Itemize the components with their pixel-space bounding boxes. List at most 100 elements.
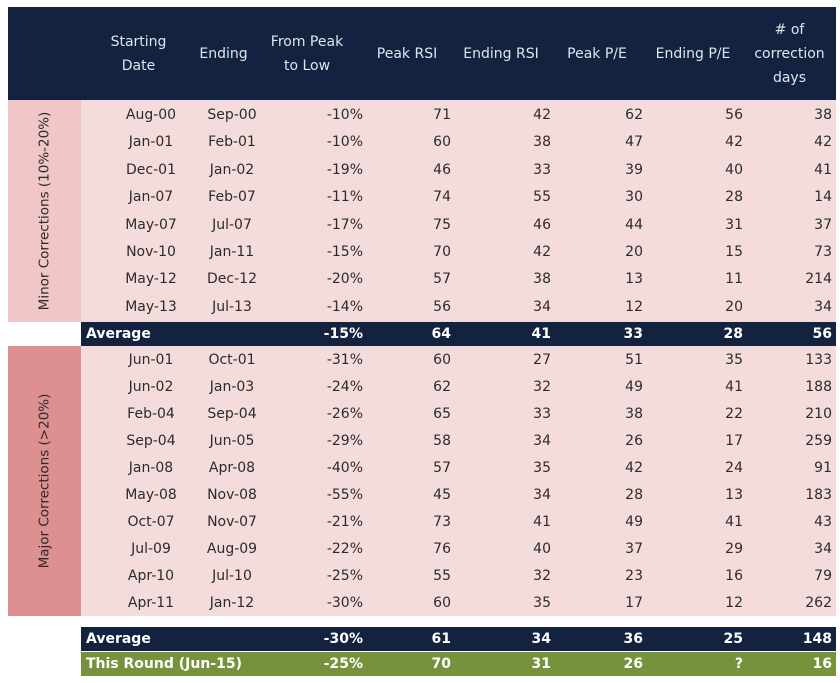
cell-ending-pe: 13 — [725, 487, 743, 503]
cell-starting-date: Jun-01 — [128, 352, 174, 368]
cell-peak-rsi: 60 — [433, 134, 451, 151]
cell-starting-date: Jan-01 — [128, 134, 174, 151]
cell-drop: -14% — [326, 298, 363, 315]
cell-ending-pe: 35 — [725, 352, 743, 368]
cell-starting-date: May-13 — [125, 298, 177, 315]
cell-correction-days: 133 — [805, 352, 832, 368]
cell-correction-days: 34 — [814, 298, 832, 315]
table-row: Nov-10 Jan-11 -15% 70 42 20 15 73 — [81, 240, 836, 264]
cell-ending-date: Feb-07 — [208, 189, 256, 206]
cell-correction-days: 37 — [814, 216, 832, 233]
cell-ending-rsi: 35 — [533, 595, 551, 611]
cell-ending-date: Jan-11 — [209, 244, 255, 260]
cell-starting-date: Jun-02 — [128, 379, 174, 395]
cell-drop: -19% — [326, 161, 363, 178]
table-row: Dec-01 Jan-02 -19% 46 33 39 40 41 — [81, 158, 836, 182]
cell-correction-days: 214 — [805, 271, 832, 288]
average-label: Average — [86, 631, 151, 647]
cell-ending-rsi: 55 — [533, 189, 551, 206]
cell-correction-days: 79 — [814, 568, 832, 584]
cell-drop: -30% — [326, 595, 363, 611]
table-row: Jul-09 Aug-09 -22% 76 40 37 29 34 — [81, 537, 836, 561]
cell-peak-rsi: 76 — [433, 541, 451, 557]
cell-correction-days: 148 — [802, 631, 832, 647]
cell-ending-date: Jun-05 — [209, 433, 255, 449]
cell-ending-rsi: 40 — [533, 541, 551, 557]
cell-ending-pe: 11 — [725, 271, 743, 288]
cell-ending-pe: 41 — [725, 514, 743, 530]
minor-corrections-band: Minor Corrections (10%-20%) — [8, 100, 81, 322]
cell-peak-rsi: 45 — [433, 487, 451, 503]
cell-peak-rsi: 75 — [433, 216, 451, 233]
cell-peak-rsi: 61 — [431, 631, 451, 647]
minor-corrections-label: Minor Corrections (10%-20%) — [36, 111, 53, 311]
table-row: Oct-07 Nov-07 -21% 73 41 49 41 43 — [81, 510, 836, 534]
cell-correction-days: 34 — [814, 541, 832, 557]
cell-ending-pe: 40 — [725, 161, 743, 178]
cell-starting-date: Jan-08 — [128, 460, 174, 476]
cell-ending-rsi: 42 — [533, 244, 551, 260]
cell-ending-pe: 28 — [723, 326, 743, 342]
cell-ending-pe: 16 — [725, 568, 743, 584]
major-corrections-label: Major Corrections (>20%) — [36, 393, 53, 569]
cell-peak-rsi: 56 — [433, 298, 451, 315]
cell-ending-date: Sep-00 — [207, 107, 257, 123]
cell-ending-rsi: 46 — [533, 216, 551, 233]
table-row: Jan-08 Apr-08 -40% 57 35 42 24 91 — [81, 456, 836, 480]
cell-correction-days: 14 — [814, 189, 832, 206]
cell-peak-rsi: 64 — [431, 326, 451, 342]
cell-ending-date: Dec-12 — [207, 271, 257, 288]
cell-ending-pe: 41 — [725, 379, 743, 395]
table-row: Jan-01 Feb-01 -10% 60 38 47 42 42 — [81, 130, 836, 154]
cell-starting-date: May-08 — [125, 487, 177, 503]
cell-ending-rsi: 27 — [533, 352, 551, 368]
cell-ending-rsi: 34 — [531, 631, 551, 647]
cell-peak-rsi: 70 — [433, 244, 451, 260]
cell-peak-rsi: 74 — [433, 189, 451, 206]
cell-peak-rsi: 60 — [433, 595, 451, 611]
table-row: Jun-01 Oct-01 -31% 60 27 51 35 133 — [81, 348, 836, 372]
cell-peak-rsi: 60 — [433, 352, 451, 368]
cell-peak-pe: 49 — [625, 379, 643, 395]
cell-correction-days: 91 — [814, 460, 832, 476]
cell-ending-pe: 17 — [725, 433, 743, 449]
cell-ending-rsi: 42 — [533, 107, 551, 123]
cell-peak-pe: 44 — [625, 216, 643, 233]
cell-ending-date: Jan-12 — [209, 595, 255, 611]
table-row: Apr-10 Jul-10 -25% 55 32 23 16 79 — [81, 564, 836, 588]
cell-drop: -20% — [326, 271, 363, 288]
cell-ending-rsi: 31 — [531, 656, 551, 672]
cell-ending-pe: 56 — [725, 107, 743, 123]
cell-ending-date: Aug-09 — [206, 541, 258, 557]
cell-ending-date: Feb-01 — [208, 134, 256, 151]
cell-peak-pe: 62 — [625, 107, 643, 123]
cell-peak-rsi: 55 — [433, 568, 451, 584]
cell-ending-pe: 28 — [725, 189, 743, 206]
cell-drop: -22% — [326, 541, 363, 557]
cell-starting-date: May-12 — [125, 271, 177, 288]
cell-drop: -25% — [323, 656, 363, 672]
cell-drop: -25% — [326, 568, 363, 584]
header-peak-pe: Peak P/E — [567, 45, 627, 62]
header-starting-date: Starting Date — [110, 33, 167, 74]
cell-ending-pe: 29 — [725, 541, 743, 557]
cell-starting-date: Jan-07 — [128, 189, 174, 206]
cell-peak-pe: 26 — [623, 656, 643, 672]
cell-ending-date: Nov-08 — [207, 487, 257, 503]
table-row: Jun-02 Jan-03 -24% 62 32 49 41 188 — [81, 375, 836, 399]
major-average-row: Average -30% 61 34 36 25 148 — [81, 627, 836, 651]
cell-peak-pe: 12 — [625, 298, 643, 315]
cell-starting-date: Apr-11 — [127, 595, 175, 611]
table-row: May-08 Nov-08 -55% 45 34 28 13 183 — [81, 483, 836, 507]
header-ending-pe: Ending P/E — [655, 45, 731, 62]
cell-ending-pe: 22 — [725, 406, 743, 422]
cell-peak-pe: 51 — [625, 352, 643, 368]
cell-peak-pe: 13 — [625, 271, 643, 288]
cell-ending-rsi: 41 — [533, 514, 551, 530]
table-row: May-13 Jul-13 -14% 56 34 12 20 34 — [81, 295, 836, 319]
cell-correction-days: 42 — [814, 134, 832, 151]
cell-peak-rsi: 46 — [433, 161, 451, 178]
cell-ending-pe: 31 — [725, 216, 743, 233]
cell-correction-days: 16 — [812, 656, 832, 672]
cell-ending-date: Jul-10 — [212, 568, 252, 584]
